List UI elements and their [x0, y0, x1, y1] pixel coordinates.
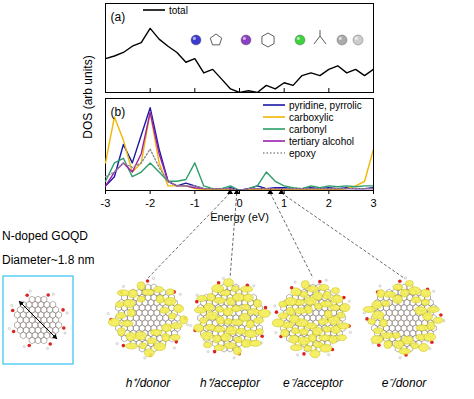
svg-text:h⁺/donor: h⁺/donor: [126, 376, 172, 390]
svg-text:Diameter~1.8 nm: Diameter~1.8 nm: [2, 253, 94, 267]
svg-text:e⁻/donor: e⁻/donor: [382, 376, 428, 390]
svg-text:-2: -2: [145, 197, 155, 209]
svg-text:(b): (b): [111, 105, 126, 119]
svg-text:-1: -1: [190, 197, 200, 209]
svg-text:h⁺/acceptor: h⁺/acceptor: [200, 376, 261, 390]
svg-text:-3: -3: [101, 197, 111, 209]
svg-text:1: 1: [281, 197, 287, 209]
svg-text:(a): (a): [111, 10, 126, 24]
svg-text:0: 0: [236, 197, 242, 209]
svg-text:DOS (arb units): DOS (arb units): [81, 55, 95, 138]
svg-text:3: 3: [370, 197, 376, 209]
svg-text:tertiary alcohol: tertiary alcohol: [289, 136, 354, 147]
svg-text:e⁻/acceptor: e⁻/acceptor: [283, 376, 344, 390]
svg-text:total: total: [169, 5, 188, 16]
svg-text:pyridine, pyrrolic: pyridine, pyrrolic: [289, 100, 362, 111]
svg-text:N-doped GOQD: N-doped GOQD: [2, 229, 88, 243]
svg-text:epoxy: epoxy: [289, 148, 316, 159]
svg-text:carboxylic: carboxylic: [289, 112, 333, 123]
svg-text:carbonyl: carbonyl: [289, 124, 327, 135]
svg-text:Energy (eV): Energy (eV): [210, 211, 269, 223]
svg-text:2: 2: [326, 197, 332, 209]
